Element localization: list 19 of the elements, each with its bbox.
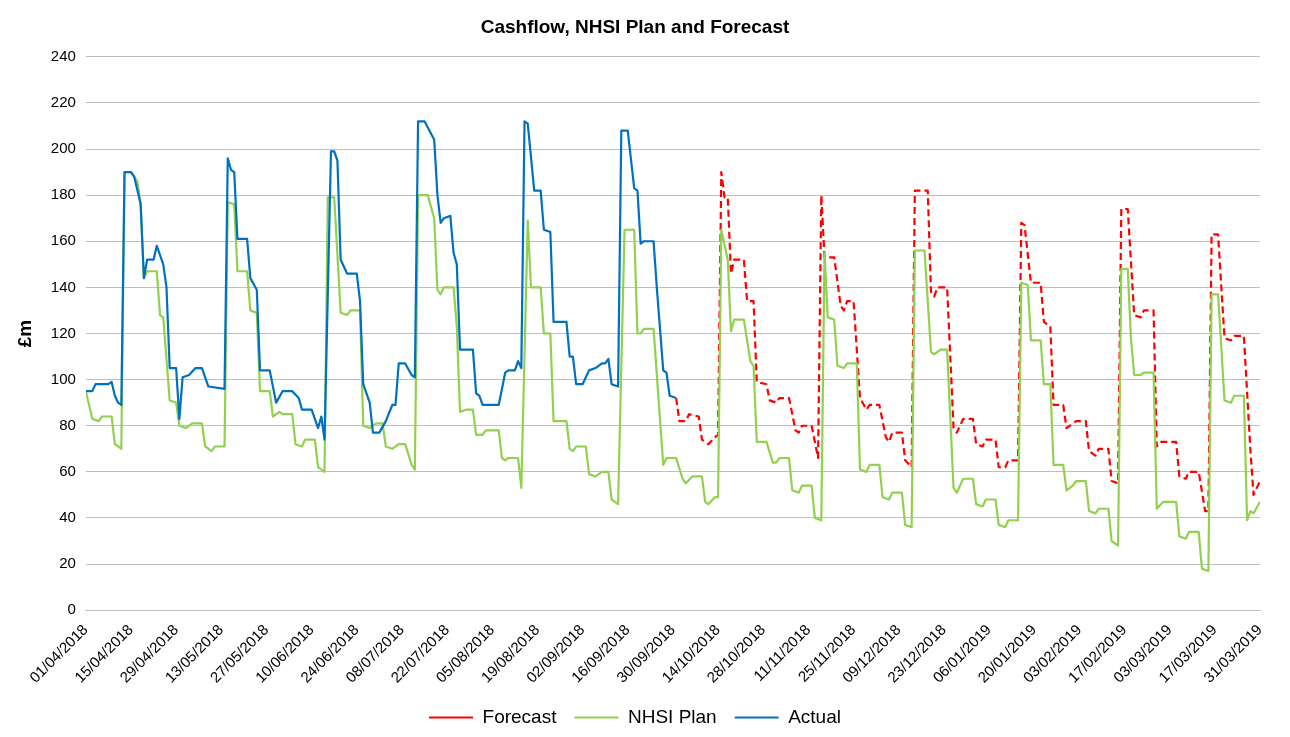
y-tick-label: 160 [50,231,76,249]
y-tick-label: 240 [50,46,76,64]
y-tick-label: 0 [67,600,76,618]
y-tick-label: 180 [50,185,76,203]
y-tick-label: 100 [50,369,76,387]
y-tick-label: 80 [59,415,76,433]
y-tick-label: 60 [59,461,76,479]
y-tick-label: 140 [50,277,76,295]
y-tick-label: 20 [59,554,76,572]
chart-title: Cashflow, NHSI Plan and Forecast [480,15,790,37]
legend-label: Actual [788,705,841,727]
legend-label: Forecast [482,705,558,727]
y-axis-title: £m [13,319,35,348]
legend-label: NHSI Plan [627,705,717,727]
y-tick-label: 40 [59,508,76,526]
y-tick-label: 220 [50,93,76,111]
y-tick-label: 120 [50,323,76,341]
line-series [675,170,1260,513]
y-tick-label: 200 [50,139,76,157]
